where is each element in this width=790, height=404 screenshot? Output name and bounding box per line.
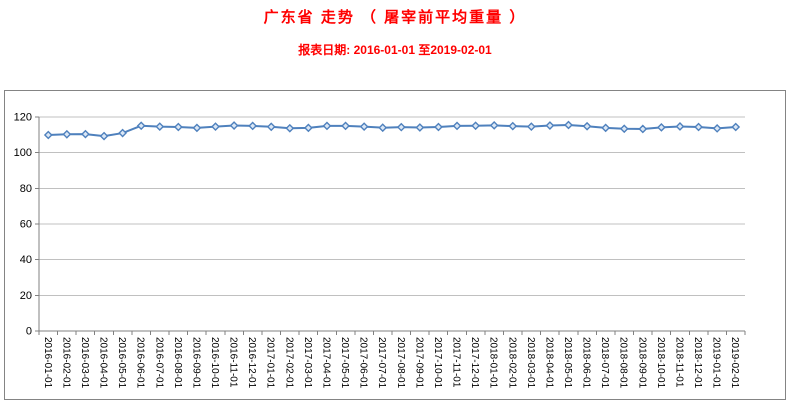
x-axis-label: 2019-01-01 (711, 337, 722, 389)
data-point-marker (304, 123, 313, 133)
x-axis-label: 2018-08-01 (618, 337, 629, 389)
x-axis-label: 2016-03-01 (79, 337, 90, 389)
x-axis-label: 2016-10-01 (209, 337, 220, 389)
data-point-marker (62, 129, 72, 139)
data-point-marker (415, 123, 425, 132)
x-axis-label: 2017-08-01 (395, 337, 406, 389)
data-point-marker (155, 122, 165, 132)
x-axis-label: 2017-04-01 (320, 337, 331, 389)
x-axis-label: 2016-11-01 (228, 337, 239, 388)
data-point-marker (81, 129, 90, 139)
x-axis-label: 2018-12-01 (692, 337, 703, 389)
data-point-marker (471, 121, 480, 131)
data-point-marker (192, 123, 202, 133)
data-point-marker (229, 121, 239, 130)
data-point-marker (582, 121, 592, 131)
x-axis-label: 2016-02-01 (60, 337, 71, 389)
data-point-marker (266, 122, 276, 132)
data-point-marker (211, 122, 220, 132)
x-axis-label: 2017-05-01 (339, 337, 350, 389)
chart-title: 广东省 走势 （ 屠宰前平均重量 ） (263, 9, 527, 26)
x-axis-label: 2018-11-01 (673, 337, 684, 388)
data-point-marker (526, 122, 536, 132)
data-point-marker (434, 122, 443, 132)
trend-line-chart: 0 20 40 60 80 100 120 2016-01-01 2016-02-01 2016-… (14, 112, 746, 389)
x-axis-label: 2017-07-01 (376, 337, 387, 389)
data-point-marker (359, 122, 369, 132)
data-point-marker (712, 124, 722, 133)
data-point-marker (601, 123, 611, 133)
x-axis-label: 2017-12-01 (469, 337, 480, 389)
x-axis-label: 2016-09-01 (190, 337, 201, 389)
data-point-marker (285, 123, 295, 133)
data-point-marker (378, 123, 388, 133)
x-axis-label: 2016-05-01 (116, 337, 127, 389)
chart-subtitle: 报表日期: 2016-01-01 至2019-02-01 (298, 43, 492, 57)
y-axis-label: 100 (14, 147, 32, 159)
data-point-marker (694, 122, 703, 132)
y-axis-label: 60 (20, 219, 32, 231)
x-axis-label: 2016-08-01 (172, 337, 183, 389)
y-axis-label: 20 (20, 290, 32, 302)
x-axis-label: 2016-06-01 (135, 337, 146, 389)
y-axis-label: 80 (20, 183, 32, 195)
x-axis-label: 2018-01-01 (488, 337, 499, 389)
data-point-marker (396, 122, 406, 132)
data-point-marker (248, 121, 258, 131)
x-axis-label: 2017-03-01 (302, 337, 313, 389)
data-point-marker (43, 130, 53, 140)
series-line (48, 124, 736, 138)
x-axis-label: 2018-04-01 (543, 337, 554, 389)
data-point-marker (322, 121, 332, 131)
x-axis-label: 2018-09-01 (636, 337, 647, 389)
x-axis-label: 2017-09-01 (413, 337, 424, 389)
data-point-marker (99, 131, 109, 141)
x-axis-label: 2017-01-01 (265, 337, 276, 389)
x-axis-label: 2017-02-01 (283, 337, 294, 389)
y-axis-label: 40 (20, 254, 32, 266)
data-point-marker (508, 121, 518, 131)
x-axis-label: 2016-12-01 (246, 337, 257, 389)
data-point-marker (136, 121, 146, 131)
y-axis-label: 120 (14, 112, 32, 124)
x-axis-label: 2018-02-01 (506, 337, 517, 389)
x-axis-label: 2018-05-01 (562, 337, 573, 389)
data-point-marker (731, 122, 741, 132)
data-point-marker (341, 121, 350, 131)
data-point-marker (638, 124, 648, 134)
data-point-marker (657, 122, 666, 132)
x-axis-label: 2016-07-01 (153, 337, 164, 389)
chart-box: 0 20 40 60 80 100 120 2016-01-01 2016-02-01 2016-… (4, 90, 786, 400)
y-axis-label: 0 (26, 326, 32, 338)
data-point-marker (118, 128, 127, 138)
x-axis-label: 2017-10-01 (432, 337, 443, 389)
x-axis-label: 2016-01-01 (42, 337, 53, 389)
data-point-marker (489, 120, 499, 130)
data-point-marker (675, 122, 685, 131)
x-axis-label: 2016-04-01 (98, 337, 109, 389)
x-axis-label: 2019-02-01 (729, 337, 740, 389)
data-point-marker (452, 121, 462, 131)
data-point-marker (619, 124, 629, 134)
data-point-marker (564, 120, 573, 130)
x-axis-label: 2018-03-01 (525, 337, 536, 389)
x-axis-label: 2017-06-01 (358, 337, 369, 389)
x-axis-label: 2017-11-01 (451, 337, 462, 388)
data-point-marker (173, 122, 183, 132)
data-point-marker (545, 121, 555, 130)
x-axis-label: 2018-06-01 (581, 337, 592, 389)
x-axis-label: 2018-07-01 (599, 337, 610, 389)
x-axis-label: 2018-10-01 (655, 337, 666, 389)
